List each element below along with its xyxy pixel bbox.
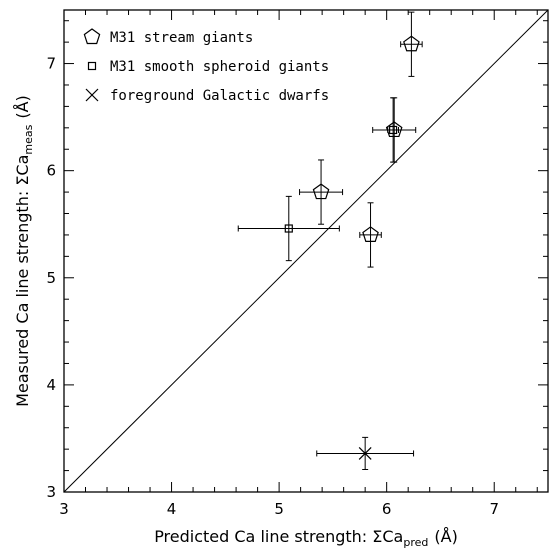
axis-ticks: 3 4 5 6 7 3 4 5 6 7 [46,10,548,518]
y-tick-label: 3 [46,483,56,501]
y-axis-label-sub: meas [22,124,35,154]
legend-cross-icon [85,88,99,102]
legend-label: M31 smooth spheroid giants [110,59,329,75]
x-tick-label: 6 [382,500,392,518]
y-axis-label-main: Measured Ca line strength: ΣCa [13,155,32,407]
data-point-pentagon [359,202,382,268]
data-point-pentagon [299,159,344,225]
data-point-cross [316,436,415,471]
y-tick-label: 6 [46,162,56,180]
legend-pentagon-icon [83,28,101,45]
x-axis-label: Predicted Ca line strength: ΣCapred (Å) [154,527,458,549]
one-to-one-line [63,9,549,493]
x-tick-label: 5 [274,500,284,518]
pentagon-marker [385,121,403,138]
y-tick-label: 5 [46,269,56,287]
x-axis-label-unit: (Å) [434,527,457,546]
x-axis-label-main: Predicted Ca line strength: ΣCa [154,527,403,546]
y-tick-label: 7 [46,55,56,73]
x-tick-label: 3 [59,500,69,518]
y-tick-label: 4 [46,376,56,394]
legend-square-icon [87,61,97,71]
cross-stroke [85,88,99,102]
legend-label: foreground Galactic dwarfs [110,88,329,104]
data-point-square [237,195,340,262]
x-tick-label: 4 [167,500,177,518]
legend-label: M31 stream giants [110,30,253,46]
plot-frame [63,9,549,493]
x-axis-label-sub: pred [403,536,428,549]
square-marker [389,125,398,135]
legend: M31 stream giants M31 smooth spheroid gia… [83,28,329,104]
cross-marker [358,447,372,460]
pentagon-marker [312,183,330,200]
legend-item: M31 stream giants [83,28,253,46]
cross-stroke [358,447,372,460]
data-point-pentagon [400,11,423,77]
data-points [237,11,423,471]
x-tick-label: 7 [489,500,499,518]
square-marker [284,224,293,233]
pentagon-marker [362,226,379,243]
legend-item: foreground Galactic dwarfs [85,88,329,104]
data-point-square [387,97,399,163]
legend-item: M31 smooth spheroid giants [87,59,329,75]
pentagon-marker [403,35,420,52]
y-axis-label-unit: (Å) [13,95,32,118]
y-axis-label: Measured Ca line strength: ΣCameas (Å) [13,95,35,407]
